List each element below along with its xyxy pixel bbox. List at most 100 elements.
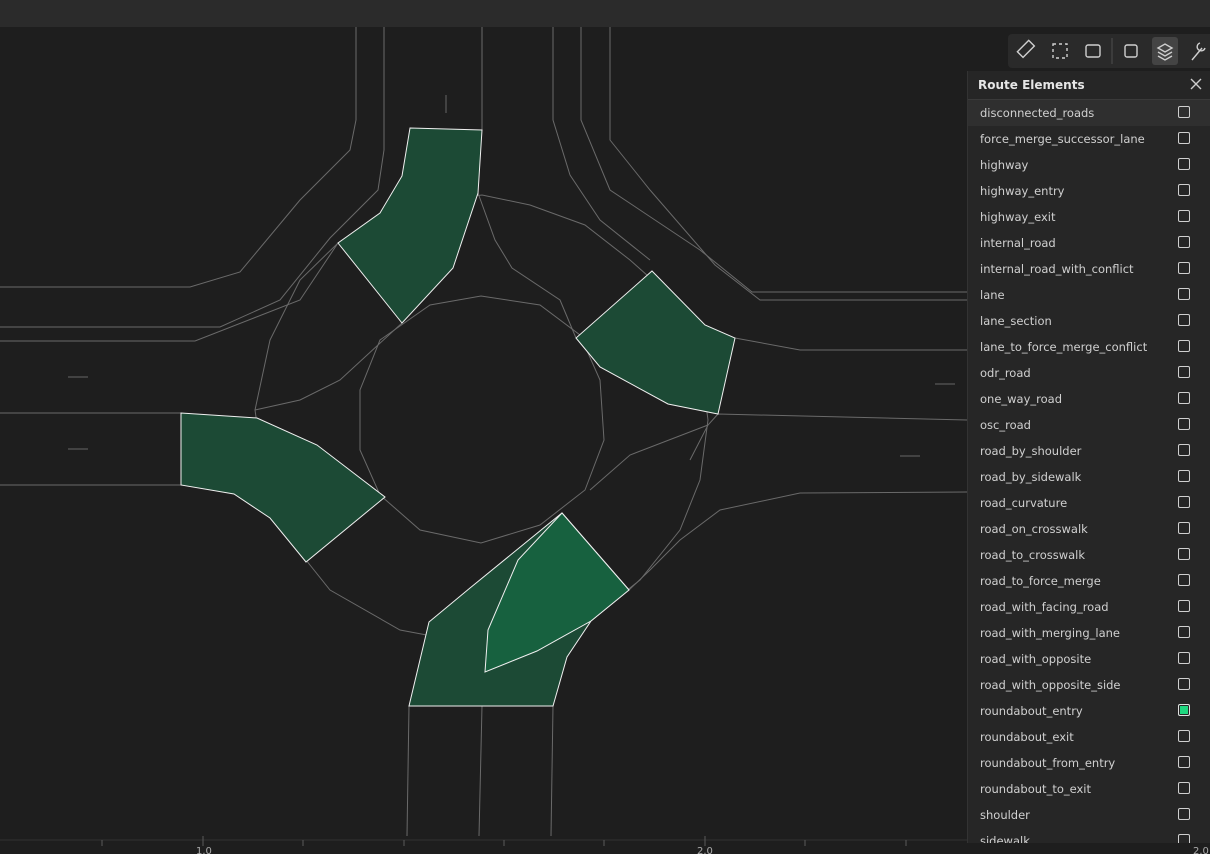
checkbox[interactable]: [1178, 600, 1190, 612]
list-row[interactable]: highway_entry: [968, 178, 1210, 204]
list-row[interactable]: road_to_crosswalk: [968, 542, 1210, 568]
list-row[interactable]: road_curvature: [968, 490, 1210, 516]
checkbox[interactable]: [1178, 652, 1190, 664]
item-label: lane: [980, 288, 1005, 302]
item-label: internal_road_with_conflict: [980, 262, 1134, 276]
scale-label: 1.0: [196, 846, 212, 854]
item-label: osc_road: [980, 418, 1031, 432]
checkbox[interactable]: [1178, 158, 1190, 170]
list-row[interactable]: roundabout_to_exit: [968, 776, 1210, 802]
checkbox[interactable]: [1178, 262, 1190, 274]
checkbox[interactable]: [1178, 548, 1190, 560]
list-row[interactable]: lane: [968, 282, 1210, 308]
video-button[interactable]: [1124, 44, 1138, 58]
item-label: shoulder: [980, 808, 1030, 822]
item-label: road_with_opposite_side: [980, 678, 1121, 692]
list-row[interactable]: highway: [968, 152, 1210, 178]
list-row[interactable]: road_by_sidewalk: [968, 464, 1210, 490]
scale-label: 2.0: [697, 846, 713, 854]
focus-button[interactable]: [1052, 43, 1068, 59]
list-row[interactable]: road_with_facing_road: [968, 594, 1210, 620]
list-row[interactable]: lane_to_force_merge_conflict: [968, 334, 1210, 360]
close-button[interactable]: [1189, 77, 1203, 91]
checkbox[interactable]: [1178, 236, 1190, 248]
list-row[interactable]: road_by_shoulder: [968, 438, 1210, 464]
top-bar: [0, 0, 1210, 27]
checkbox[interactable]: [1178, 756, 1190, 768]
list-row[interactable]: disconnected_roads: [968, 100, 1210, 126]
item-label: highway_exit: [980, 210, 1056, 224]
item-label: highway_entry: [980, 184, 1065, 198]
item-label: road_with_facing_road: [980, 600, 1109, 614]
item-label: lane_to_force_merge_conflict: [980, 340, 1148, 354]
list-row[interactable]: road_on_crosswalk: [968, 516, 1210, 542]
list-row[interactable]: lane_section: [968, 308, 1210, 334]
item-label: sidewalk: [980, 834, 1030, 843]
toolbar: [1008, 34, 1210, 68]
checkbox[interactable]: [1178, 704, 1190, 716]
checkbox[interactable]: [1178, 470, 1190, 482]
checkbox[interactable]: [1178, 730, 1190, 742]
tools-button[interactable]: [1191, 42, 1206, 61]
list-row[interactable]: road_with_opposite_side: [968, 672, 1210, 698]
checkbox[interactable]: [1178, 782, 1190, 794]
item-label: road_to_force_merge: [980, 574, 1101, 588]
checkbox[interactable]: [1178, 132, 1190, 144]
item-label: road_curvature: [980, 496, 1068, 510]
camera-follow-button[interactable]: [1085, 44, 1101, 58]
item-label: disconnected_roads: [980, 106, 1095, 120]
checkbox[interactable]: [1178, 366, 1190, 378]
checkbox[interactable]: [1178, 678, 1190, 690]
item-label: force_merge_successor_lane: [980, 132, 1145, 146]
panel-title: Route Elements: [978, 78, 1085, 92]
item-label: odr_road: [980, 366, 1031, 380]
element-list: disconnected_roads force_merge_successor_…: [968, 100, 1210, 843]
checkbox[interactable]: [1178, 106, 1190, 118]
checkbox[interactable]: [1178, 834, 1190, 843]
route-elements-panel: Route Elements disconnected_roads force_m…: [967, 71, 1210, 843]
checkbox[interactable]: [1178, 444, 1190, 456]
list-row[interactable]: one_way_road: [968, 386, 1210, 412]
item-label: road_with_opposite: [980, 652, 1092, 666]
checkbox[interactable]: [1178, 288, 1190, 300]
checkbox[interactable]: [1178, 496, 1190, 508]
checkbox[interactable]: [1178, 522, 1190, 534]
list-row[interactable]: roundabout_exit: [968, 724, 1210, 750]
item-label: highway: [980, 158, 1029, 172]
item-label: road_on_crosswalk: [980, 522, 1088, 536]
checkbox[interactable]: [1178, 574, 1190, 586]
list-row[interactable]: internal_road_with_conflict: [968, 256, 1210, 282]
list-row[interactable]: sidewalk: [968, 828, 1210, 843]
item-label: roundabout_exit: [980, 730, 1074, 744]
panel-header: Route Elements: [968, 71, 1210, 100]
checkbox[interactable]: [1178, 418, 1190, 430]
list-row[interactable]: internal_road: [968, 230, 1210, 256]
checkbox[interactable]: [1178, 808, 1190, 820]
scale-label: 2.0: [1193, 846, 1209, 854]
list-row[interactable]: force_merge_successor_lane: [968, 126, 1210, 152]
list-row[interactable]: odr_road: [968, 360, 1210, 386]
list-row[interactable]: shoulder: [968, 802, 1210, 828]
list-row[interactable]: roundabout_entry: [968, 698, 1210, 724]
list-row[interactable]: road_to_force_merge: [968, 568, 1210, 594]
item-label: road_by_sidewalk: [980, 470, 1082, 484]
list-row[interactable]: road_with_merging_lane: [968, 620, 1210, 646]
checkbox[interactable]: [1178, 210, 1190, 222]
layers-button[interactable]: [1152, 37, 1178, 65]
checkbox[interactable]: [1178, 184, 1190, 196]
list-row[interactable]: roundabout_from_entry: [968, 750, 1210, 776]
checkbox[interactable]: [1178, 392, 1190, 404]
item-label: roundabout_from_entry: [980, 756, 1116, 770]
item-label: lane_section: [980, 314, 1052, 328]
toolbar-icons: [1016, 37, 1206, 65]
list-row[interactable]: highway_exit: [968, 204, 1210, 230]
checkbox[interactable]: [1178, 314, 1190, 326]
checkbox[interactable]: [1178, 626, 1190, 638]
list-row[interactable]: osc_road: [968, 412, 1210, 438]
item-label: road_to_crosswalk: [980, 548, 1086, 562]
checkbox[interactable]: [1178, 340, 1190, 352]
item-label: roundabout_to_exit: [980, 782, 1091, 796]
ruler-button[interactable]: [1016, 39, 1036, 59]
list-row[interactable]: road_with_opposite: [968, 646, 1210, 672]
